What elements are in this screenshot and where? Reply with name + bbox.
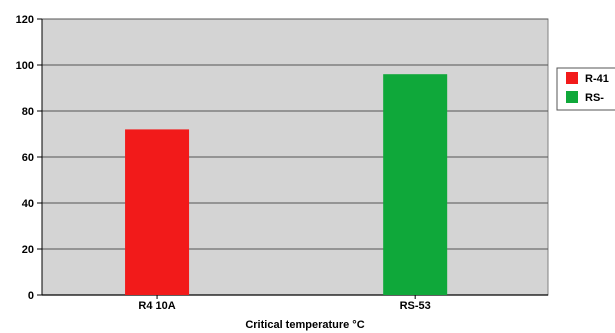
y-tick-label: 20 bbox=[22, 244, 34, 256]
legend-label: RS- bbox=[585, 92, 604, 104]
y-tick-label: 120 bbox=[16, 14, 34, 26]
x-category-label: R4 10A bbox=[138, 300, 175, 312]
x-category-label: RS-53 bbox=[400, 300, 431, 312]
x-axis-title: Critical temperature °C bbox=[245, 319, 364, 331]
y-tick-label: 80 bbox=[22, 106, 34, 118]
legend: R-41 RS- bbox=[556, 67, 615, 111]
y-tick-label: 60 bbox=[22, 152, 34, 164]
x-axis-categories: R4 10A RS-53 bbox=[138, 295, 431, 312]
bars bbox=[125, 74, 448, 295]
bar bbox=[383, 74, 448, 295]
y-tick-label: 0 bbox=[28, 290, 34, 302]
legend-label: R-41 bbox=[585, 73, 609, 85]
legend-swatch bbox=[566, 91, 578, 103]
y-tick-label: 100 bbox=[16, 60, 34, 72]
bar bbox=[125, 129, 190, 295]
y-tick-label: 40 bbox=[22, 198, 34, 210]
legend-swatch bbox=[566, 72, 578, 84]
y-axis-ticks: 0 20 40 60 80 100 120 bbox=[16, 14, 548, 302]
